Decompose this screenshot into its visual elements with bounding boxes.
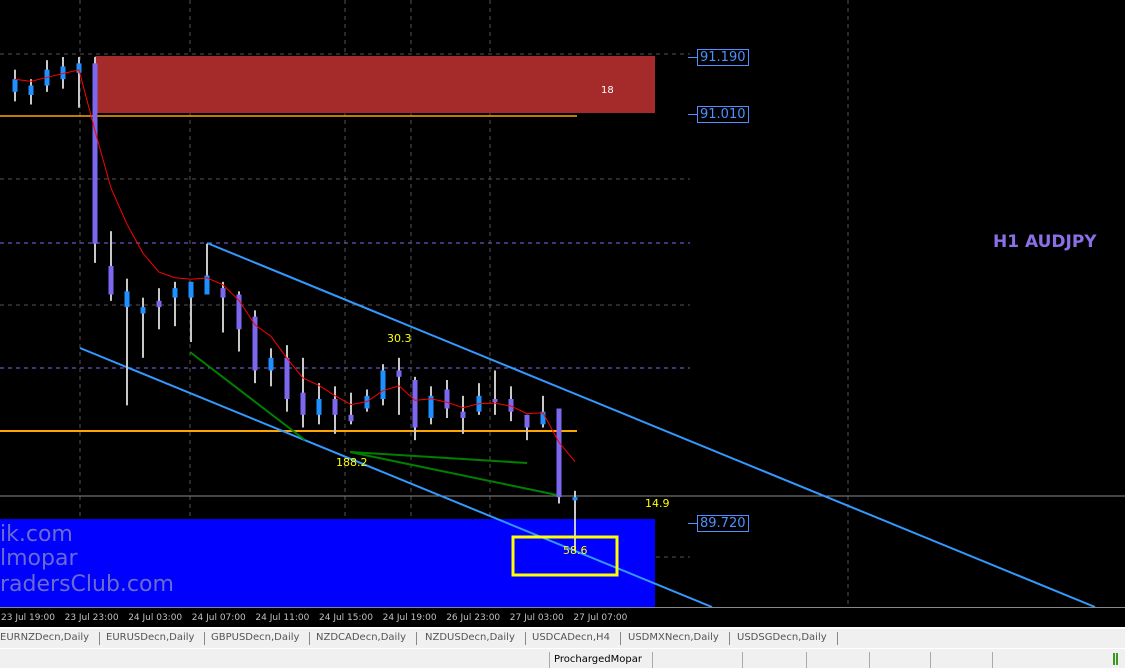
candles: [12, 57, 578, 551]
price-label: 91.190: [697, 49, 749, 66]
chart-tab[interactable]: EURNZDecn,Daily: [0, 632, 101, 645]
candle-body: [572, 497, 578, 501]
time-label: 24 Jul 03:00: [128, 613, 183, 623]
highlight-box: [511, 535, 619, 577]
candle-body: [492, 399, 498, 403]
chart-tab[interactable]: GBPUSDecn,Daily: [211, 632, 311, 645]
price-label: 91.010: [697, 106, 749, 123]
candle-body: [108, 266, 114, 295]
time-label: 27 Jul 07:00: [573, 613, 628, 623]
candle-body: [188, 281, 194, 298]
annotation-value: 188.2: [336, 456, 368, 469]
watermark-line: radersClub.com: [0, 572, 174, 597]
price-tick: [688, 114, 697, 115]
candle-body: [460, 411, 466, 418]
time-label: 24 Jul 15:00: [319, 613, 373, 623]
price-tick: [688, 57, 697, 58]
trend-line: [349, 451, 528, 464]
time-axis: 23 Jul 19:00 23 Jul 23:00 24 Jul 03:00 24 J…: [0, 607, 1125, 628]
candle-body: [124, 291, 130, 308]
candle-body: [76, 63, 82, 73]
zone-label: 18: [601, 85, 614, 96]
supply-zone: [95, 56, 655, 113]
candle-body: [524, 414, 530, 428]
candle-body: [252, 316, 258, 371]
candle-body: [172, 288, 178, 298]
trend-line: [349, 451, 558, 496]
time-label: 24 Jul 11:00: [255, 613, 310, 623]
time-label: 24 Jul 19:00: [382, 613, 437, 623]
candle-body: [204, 275, 210, 295]
time-label: 27 Jul 03:00: [509, 613, 564, 623]
time-label: 26 Jul 23:00: [446, 613, 501, 623]
candle-body: [220, 288, 226, 298]
watermark-line: ik.com: [0, 522, 73, 547]
candle-body: [140, 307, 146, 314]
chart-tab[interactable]: NZDUSDecn,Daily: [425, 632, 526, 645]
time-label: 24 Jul 07:00: [191, 613, 246, 623]
symbol-title: H1 AUDJPY: [993, 232, 1097, 252]
annotation-value: 58.6: [563, 544, 588, 557]
candle-body: [348, 414, 354, 422]
candle-body: [364, 395, 370, 409]
price-chart[interactable]: [0, 0, 1125, 607]
candle-body: [428, 395, 434, 418]
price-label: 89.720: [697, 514, 749, 532]
chart-tabs: EURNZDecn,Daily EURUSDecn,Daily GBPUSDecn,…: [0, 627, 1125, 649]
chart-tab[interactable]: USDCADecn,H4: [532, 632, 621, 645]
candle-body: [540, 411, 546, 425]
candle-body: [396, 370, 402, 377]
annotation-value: 30.3: [387, 332, 412, 345]
annotation-value: 14.9: [645, 497, 670, 510]
candle-body: [316, 399, 322, 415]
demand-zone: [0, 519, 655, 607]
candle-body: [92, 63, 98, 244]
candle-body: [156, 300, 162, 308]
status-bar: ProchargedMopar: [0, 648, 1125, 668]
watermark-line: lmopar: [0, 546, 78, 571]
chart-tab[interactable]: NZDCADecn,Daily: [316, 632, 418, 645]
candle-body: [508, 399, 514, 412]
profile-name[interactable]: ProchargedMopar: [554, 654, 642, 665]
chart-tab[interactable]: USDMXNecn,Daily: [628, 632, 730, 645]
chart-tab[interactable]: USDSGDecn,Daily: [737, 632, 838, 645]
time-label: 23 Jul 19:00: [1, 613, 55, 623]
candle-body: [380, 370, 386, 399]
moving-average: [14, 69, 576, 462]
candle-body: [444, 389, 450, 409]
connection-signal-icon[interactable]: [1113, 653, 1119, 665]
candle-body: [332, 399, 338, 415]
channel-lower: [79, 347, 713, 607]
channel-upper: [206, 242, 1096, 607]
candle-body: [60, 66, 66, 80]
candle-body: [12, 79, 18, 92]
candle-body: [28, 85, 34, 95]
candle-body: [412, 380, 418, 428]
candle-body: [268, 357, 274, 371]
price-tick: [688, 522, 697, 524]
candle-body: [284, 357, 290, 399]
chart-tab[interactable]: EURUSDecn,Daily: [106, 632, 206, 645]
candle-body: [236, 294, 242, 330]
candle-body: [556, 408, 562, 498]
candle-body: [300, 392, 306, 415]
trend-line: [189, 351, 306, 441]
time-label: 23 Jul 23:00: [64, 613, 119, 623]
